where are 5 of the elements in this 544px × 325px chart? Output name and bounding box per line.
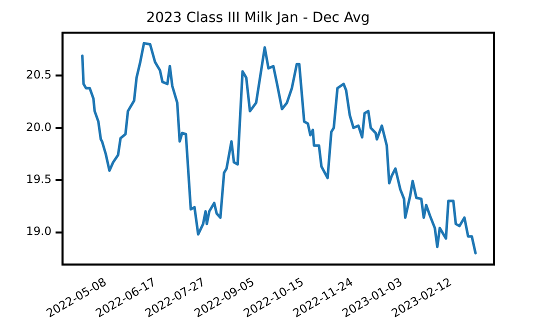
y-tick-label: 19.0 bbox=[26, 224, 52, 238]
y-tick-label: 20.5 bbox=[26, 68, 52, 82]
y-tick-label: 20.0 bbox=[26, 120, 52, 134]
y-tick-label: 19.5 bbox=[26, 172, 52, 186]
chart-title: 2023 Class III Milk Jan - Dec Avg bbox=[146, 10, 370, 26]
